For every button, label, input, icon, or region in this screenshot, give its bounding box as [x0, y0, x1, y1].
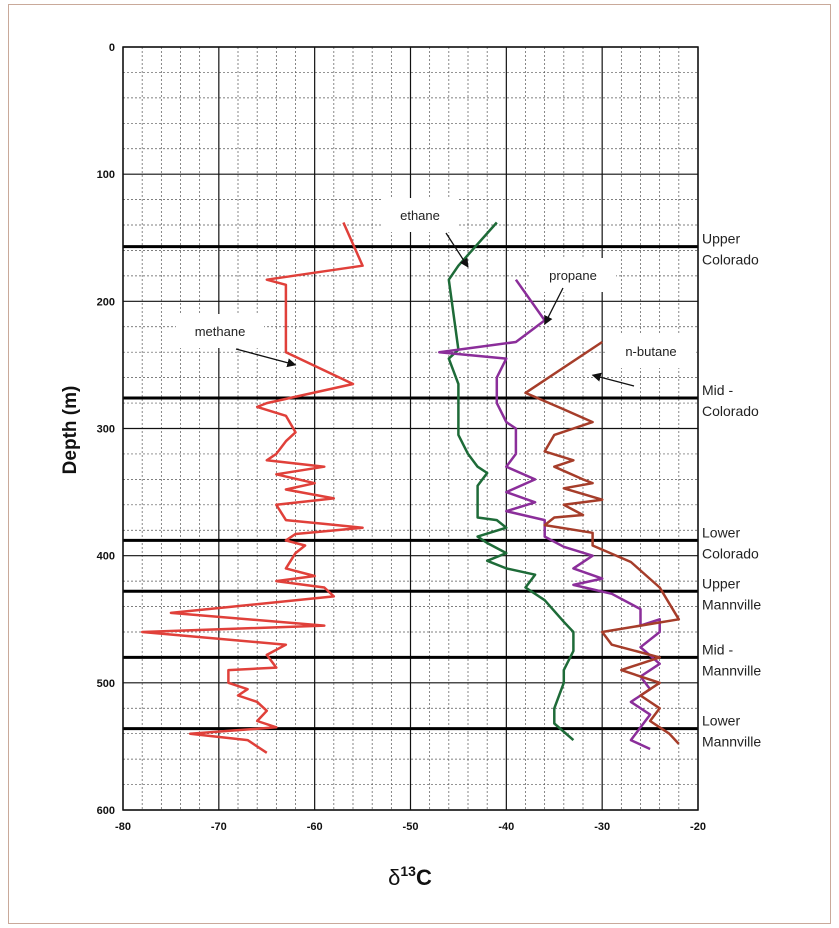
formation-label: Lower Mannville — [702, 713, 761, 750]
x-tick-label: -70 — [211, 821, 227, 833]
callout-label-propane: propane — [549, 268, 597, 283]
x-axis-title-sup: 13 — [400, 863, 416, 879]
y-tick-label: 600 — [97, 805, 115, 817]
x-axis-title-c: C — [416, 865, 432, 890]
x-tick-label: -50 — [403, 821, 419, 833]
tick-labels: -80 -70 -60 -50 -40 -30 -20 0 100 200 300 400 500 600 — [97, 42, 706, 833]
major-grid — [122, 46, 699, 811]
callout-label-ethane: ethane — [400, 208, 440, 223]
formation-label: Mid - Mannville — [702, 641, 761, 678]
y-tick-label: 400 — [97, 551, 115, 563]
callout-box — [530, 258, 616, 292]
callout-label-methane: methane — [195, 324, 246, 339]
formation-label: Upper Mannville — [702, 575, 761, 612]
callout-box — [606, 334, 696, 368]
formation-label-line: Upper — [702, 575, 740, 591]
y-tick-label: 200 — [97, 296, 115, 308]
formation-label-line: Colorado — [702, 545, 759, 561]
formation-label-line: Mid - — [702, 382, 733, 398]
callout-box — [176, 314, 264, 348]
x-axis-title-delta: δ — [388, 865, 400, 890]
x-tick-label: -20 — [690, 821, 706, 833]
y-tick-label: 300 — [97, 424, 115, 436]
series-line-propane — [438, 278, 661, 751]
callout-arrow-n-butane — [591, 372, 635, 387]
series-line-n-butane — [524, 340, 681, 745]
callout-arrow-methane — [235, 348, 297, 368]
callout-label-n-butane: n-butane — [625, 344, 676, 359]
callout-arrow-ethane — [445, 232, 469, 268]
x-tick-label: -80 — [115, 821, 131, 833]
formation-label-line: Lower — [702, 524, 740, 540]
formation-label-line: Mannville — [702, 662, 761, 678]
y-tick-label: 500 — [97, 678, 115, 690]
callout-arrow-propane — [544, 287, 564, 326]
series-line-ethane — [447, 221, 575, 742]
callout-layer: methane ethane propane n-butane — [176, 198, 696, 387]
plot-frame — [122, 46, 699, 811]
x-axis-title: δ13C — [388, 863, 432, 890]
y-tick-label: 0 — [109, 42, 115, 54]
formation-label-line: Colorado — [702, 252, 759, 268]
series-line-methane — [140, 221, 364, 754]
formation-label-line: Lower — [702, 713, 740, 729]
x-tick-label: -40 — [498, 821, 514, 833]
figure-frame — [8, 4, 831, 924]
formation-label-line: Mannville — [702, 734, 761, 750]
y-axis-title: Depth (m) — [60, 386, 81, 475]
x-tick-label: -60 — [307, 821, 323, 833]
formation-label-line: Upper — [702, 231, 740, 247]
series-layer — [140, 221, 681, 754]
formation-label-line: Mid - — [702, 641, 733, 657]
callout-box — [382, 198, 458, 232]
y-tick-label: 100 — [97, 169, 115, 181]
formation-label: Mid - Colorado — [702, 382, 759, 419]
formation-label: Lower Colorado — [702, 524, 759, 561]
formation-label-line: Colorado — [702, 403, 759, 419]
x-tick-label: -30 — [594, 821, 610, 833]
formation-label: Upper Colorado — [702, 231, 759, 268]
formation-label-line: Mannville — [702, 596, 761, 612]
